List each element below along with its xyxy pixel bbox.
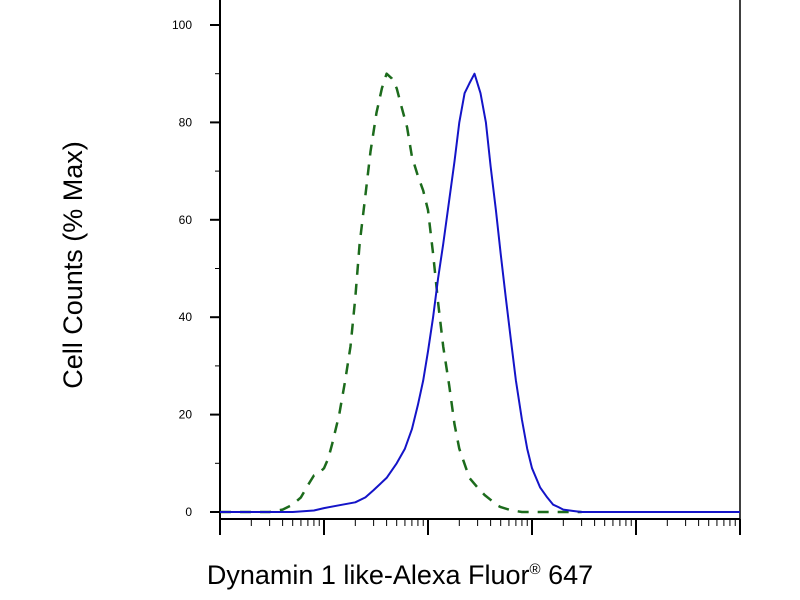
y-axis: 0 20 40 60 80 100 [172,18,220,519]
x-axis [219,519,741,535]
y-tick-label: 80 [179,115,193,129]
y-tick-label: 0 [185,505,192,519]
solid-histogram-line [220,72,740,513]
x-axis-label-text: Dynamin 1 like-Alexa Fluor [206,560,530,590]
x-axis-label: Dynamin 1 like-Alexa Fluor® 647 [0,560,800,591]
y-axis-label: Cell Counts (% Max) [58,141,88,389]
x-axis-label-suffix: 647 [548,560,594,590]
series-layer [220,72,740,514]
y-tick-label: 20 [179,408,193,422]
y-tick-label: 60 [179,213,193,227]
y-tick-label: 40 [179,310,193,324]
dashed-histogram-line [220,72,582,514]
registered-mark: ® [529,561,541,578]
y-tick-label: 100 [172,18,192,32]
plot-frame [219,0,741,520]
